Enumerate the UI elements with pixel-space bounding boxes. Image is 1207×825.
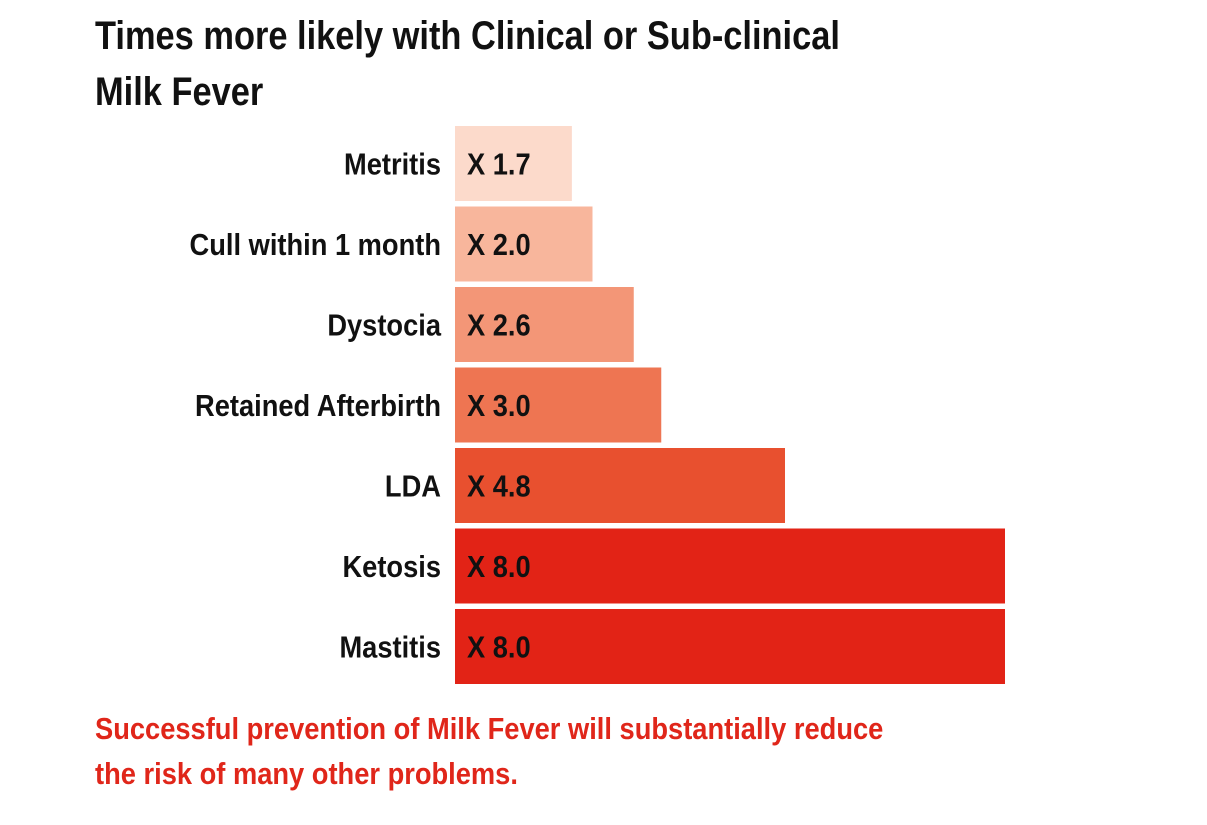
category-label: LDA <box>385 470 441 504</box>
category-label: Metritis <box>344 148 441 182</box>
footnote-line-2: the risk of many other problems. <box>95 756 518 791</box>
bar-lda <box>455 448 785 523</box>
bar-cull-within-1-month <box>455 206 593 282</box>
category-label: Ketosis <box>342 550 441 584</box>
data-label: X 3.0 <box>467 389 531 423</box>
data-label: X 4.8 <box>467 470 531 504</box>
category-label: Retained Afterbirth <box>195 389 441 423</box>
data-label: X 2.6 <box>467 309 531 343</box>
data-label: X 2.0 <box>467 228 531 262</box>
data-label: X 1.7 <box>467 148 531 182</box>
chart-title-line-1: Times more likely with Clinical or Sub-c… <box>95 14 840 58</box>
data-label: X 8.0 <box>467 631 531 665</box>
chart-title-line-2: Milk Fever <box>95 70 264 114</box>
data-label: X 8.0 <box>467 550 531 584</box>
bar-mastitis <box>455 609 1005 684</box>
bar-metritis <box>455 126 572 201</box>
chart-title: Times more likely with Clinical or Sub-c… <box>95 8 869 120</box>
category-label: Mastitis <box>339 631 441 665</box>
footnote: Successful prevention of Milk Fever will… <box>95 706 975 796</box>
bar-ketosis <box>455 528 1005 604</box>
bar-dystocia <box>455 287 634 362</box>
footnote-line-1: Successful prevention of Milk Fever will… <box>95 711 884 746</box>
bar-retained-afterbirth <box>455 367 662 443</box>
category-label: Cull within 1 month <box>190 228 441 262</box>
category-label: Dystocia <box>327 309 441 343</box>
